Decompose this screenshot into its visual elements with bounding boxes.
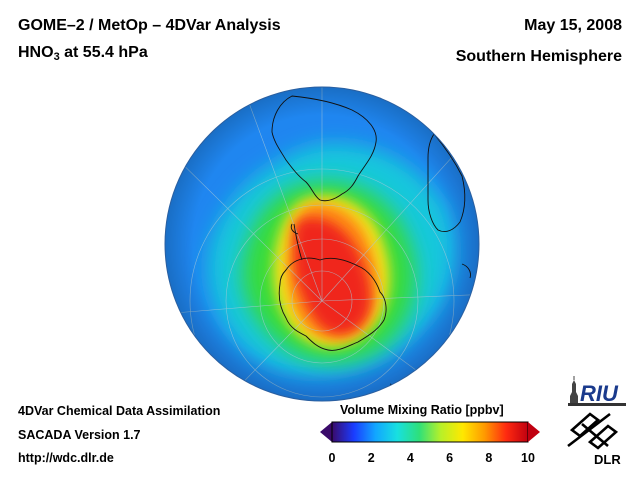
colorbar-tick-label: 0 (328, 451, 336, 465)
globe-map (164, 86, 480, 402)
footer-line-2: SACADA Version 1.7 (18, 428, 141, 442)
analysis-date: May 15, 2008 (524, 17, 622, 34)
map-subtitle: HNO3 at 55.4 hPa (18, 44, 148, 63)
colorbar-underflow-arrow (320, 422, 332, 442)
colorbar-tick-label: 6 (446, 451, 454, 465)
colorbar (320, 421, 540, 443)
species-prefix: HNO (18, 44, 54, 61)
hemisphere-label: Southern Hemisphere (455, 48, 622, 65)
colorbar-tick-label: 10 (521, 451, 535, 465)
footer-line-1: 4DVar Chemical Data Assimilation (18, 404, 221, 418)
species-suffix: at 55.4 hPa (59, 44, 148, 61)
dlr-logo: DLR (567, 412, 621, 467)
riu-logo: RIU (568, 376, 626, 406)
colorbar-tick-label: 4 (406, 451, 414, 465)
colorbar-gradient (331, 421, 529, 443)
footer-url: http://wdc.dlr.de (18, 451, 114, 465)
island-2 (389, 383, 409, 397)
colorbar-overflow-arrow (528, 422, 540, 442)
globe-outline (164, 86, 480, 402)
globe-shading (165, 87, 479, 401)
species-subscript: 3 (53, 51, 60, 63)
riu-logo-text: RIU (580, 381, 619, 406)
colorbar-title: Volume Mixing Ratio [ppbv] (340, 403, 504, 417)
map-title: GOME–2 / MetOp – 4DVar Analysis (18, 17, 281, 34)
colorbar-tick-label: 8 (485, 451, 493, 465)
colorbar-tick-label: 2 (367, 451, 375, 465)
dlr-logo-text: DLR (594, 452, 621, 467)
